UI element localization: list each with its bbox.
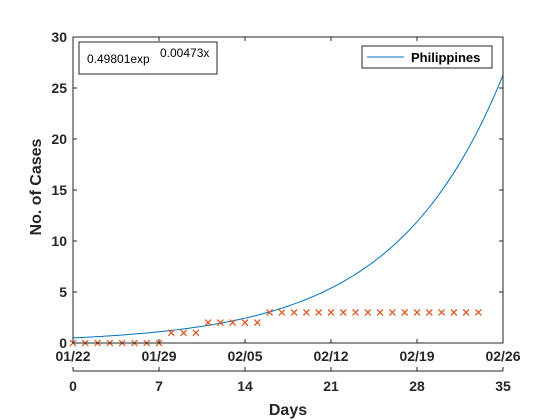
data-point-12 [217, 319, 224, 327]
date-tick-label-4: 02/19 [399, 348, 434, 364]
date-tick-label-1: 01/29 [141, 348, 176, 364]
data-point-13 [229, 319, 237, 327]
legend: Philippines [361, 45, 493, 69]
data-marks [69, 74, 504, 347]
day-tick-label-4: 28 [409, 378, 425, 394]
data-point-11 [204, 319, 212, 327]
data-point-19 [303, 308, 310, 316]
date-tick-label-2: 02/05 [227, 348, 262, 364]
day-tick-label-2: 14 [237, 378, 253, 394]
equation-annotation: 0.49801exp 0.00473x [78, 41, 218, 75]
y-tick-label-0: 0 [59, 335, 67, 351]
day-tick-label-3: 21 [323, 378, 339, 394]
data-point-16 [266, 308, 273, 316]
data-point-26 [389, 308, 396, 316]
equation-base: 0.49801exp [87, 52, 150, 66]
y-tick-label-2: 10 [51, 233, 67, 249]
data-point-15 [253, 319, 261, 327]
day-tick-label-0: 0 [69, 378, 77, 394]
y-tick-label-3: 15 [51, 182, 67, 198]
data-point-20 [315, 308, 323, 316]
day-tick-label-5: 35 [495, 378, 511, 394]
y-tick-label-1: 5 [59, 284, 67, 300]
plot-background [73, 37, 503, 343]
data-point-31 [450, 308, 458, 316]
data-point-24 [364, 308, 372, 316]
data-point-25 [376, 308, 384, 316]
data-point-32 [462, 308, 470, 316]
data-point-9 [180, 329, 187, 337]
data-point-29 [425, 308, 433, 316]
data-point-22 [339, 308, 347, 316]
data-point-14 [241, 319, 249, 327]
equation-exponent: 0.00473x [160, 46, 209, 60]
data-point-33 [475, 308, 482, 316]
data-point-10 [192, 329, 200, 337]
plot-area [73, 37, 503, 343]
data-point-17 [278, 308, 286, 316]
date-tick-label-0: 01/22 [55, 348, 90, 364]
data-point-8 [167, 329, 175, 337]
data-point-28 [413, 308, 421, 316]
legend-label-philippines: Philippines [411, 50, 480, 65]
data-point-18 [290, 308, 298, 316]
x-axis-label: Days [269, 402, 307, 419]
data-point-23 [352, 308, 359, 316]
y-tick-label-5: 25 [51, 80, 67, 96]
data-point-27 [401, 308, 409, 316]
y-tick-label-4: 20 [51, 131, 67, 147]
day-tick-label-1: 7 [155, 378, 163, 394]
series-line-philippines [72, 74, 504, 339]
axes: 0 5 10 15 20 25 30 01/22 01/29 02/05 02/12 02/19 02/… [51, 29, 520, 394]
date-tick-label-5: 02/26 [485, 348, 520, 364]
y-axis-label: No. of Cases [28, 138, 45, 235]
data-point-30 [438, 308, 445, 316]
date-tick-label-3: 02/12 [313, 348, 348, 364]
y-tick-label-6: 30 [51, 29, 67, 45]
data-point-21 [327, 308, 335, 316]
